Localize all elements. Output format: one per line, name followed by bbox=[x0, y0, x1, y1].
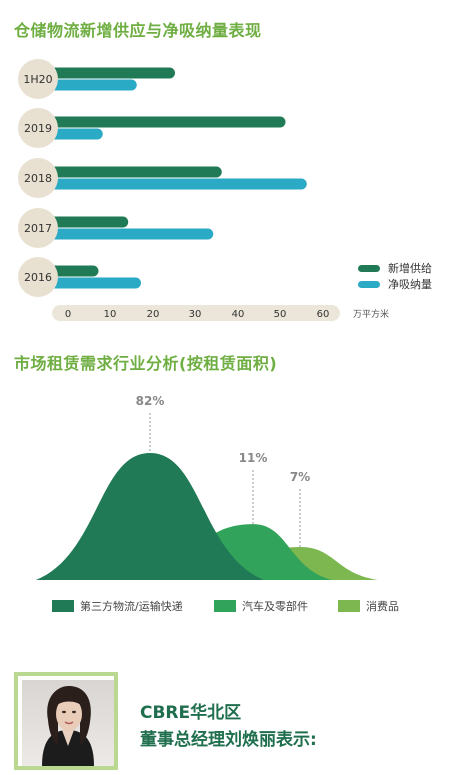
unit-label: 万平方米 bbox=[353, 308, 389, 320]
area-第三方物流/运输快递 bbox=[36, 453, 264, 580]
category-badge-2018 bbox=[18, 158, 58, 198]
category-label: 1H20 bbox=[23, 73, 52, 86]
legend-label: 消费品 bbox=[366, 599, 399, 613]
x-tick-label: 50 bbox=[274, 309, 287, 320]
bar-净吸纳量-2017 bbox=[48, 228, 214, 240]
data-label: 7% bbox=[290, 470, 310, 484]
category-badge-1H20 bbox=[18, 59, 58, 99]
x-axis-pill bbox=[52, 305, 340, 321]
legend-swatch bbox=[52, 600, 74, 612]
bar-新增供给-2019 bbox=[48, 116, 286, 128]
legend-label: 第三方物流/运输快递 bbox=[80, 599, 183, 613]
bar-新增供给-2017 bbox=[48, 216, 129, 228]
category-label: 2017 bbox=[24, 222, 52, 235]
profile-subheading: 董事总经理刘焕丽表示: bbox=[140, 730, 317, 750]
area-chart-title: 市场租赁需求行业分析(按租赁面积) bbox=[14, 354, 278, 373]
avatar bbox=[22, 680, 114, 766]
x-tick-label: 40 bbox=[232, 309, 245, 320]
x-tick-label: 10 bbox=[104, 309, 117, 320]
category-badge-2016 bbox=[18, 257, 58, 297]
data-label: 11% bbox=[239, 451, 268, 465]
supply-absorption-bar-chart: 1H20 2019 2018 2017 2016 0 10 20 30 40 50 60 万平方米 新增供… bbox=[18, 59, 432, 321]
x-tick-label: 0 bbox=[65, 309, 71, 320]
legend-swatch bbox=[338, 600, 360, 612]
bar-净吸纳量-1H20 bbox=[48, 79, 137, 91]
category-label: 2016 bbox=[24, 271, 52, 284]
bar-净吸纳量-2019 bbox=[48, 128, 103, 140]
category-badge-2017 bbox=[18, 208, 58, 248]
legend-label: 净吸纳量 bbox=[388, 277, 432, 291]
x-tick-label: 60 bbox=[317, 309, 330, 320]
bar-净吸纳量-2018 bbox=[48, 178, 307, 190]
bar-新增供给-1H20 bbox=[48, 67, 175, 79]
category-badge-2019 bbox=[18, 108, 58, 148]
bar-新增供给-2016 bbox=[48, 265, 99, 277]
industry-demand-area-chart: 7% 11% 82% 第三方物流/运输快递 汽车及零部件 消费品 bbox=[36, 394, 399, 613]
data-label: 82% bbox=[136, 394, 165, 408]
x-tick-label: 30 bbox=[189, 309, 202, 320]
category-label: 2019 bbox=[24, 122, 52, 135]
legend-swatch bbox=[358, 281, 380, 288]
legend-label: 新增供给 bbox=[388, 261, 432, 275]
portrait-illustration bbox=[42, 686, 94, 766]
legend-swatch bbox=[358, 265, 380, 272]
bar-净吸纳量-2016 bbox=[48, 277, 141, 289]
legend-swatch bbox=[214, 600, 236, 612]
bar-chart-title: 仓储物流新增供应与净吸纳量表现 bbox=[14, 21, 262, 40]
legend-label: 汽车及零部件 bbox=[242, 599, 308, 613]
x-tick-label: 20 bbox=[147, 309, 160, 320]
bar-新增供给-2018 bbox=[48, 166, 222, 178]
profile-heading: CBRE华北区 bbox=[140, 703, 242, 723]
category-label: 2018 bbox=[24, 172, 52, 185]
